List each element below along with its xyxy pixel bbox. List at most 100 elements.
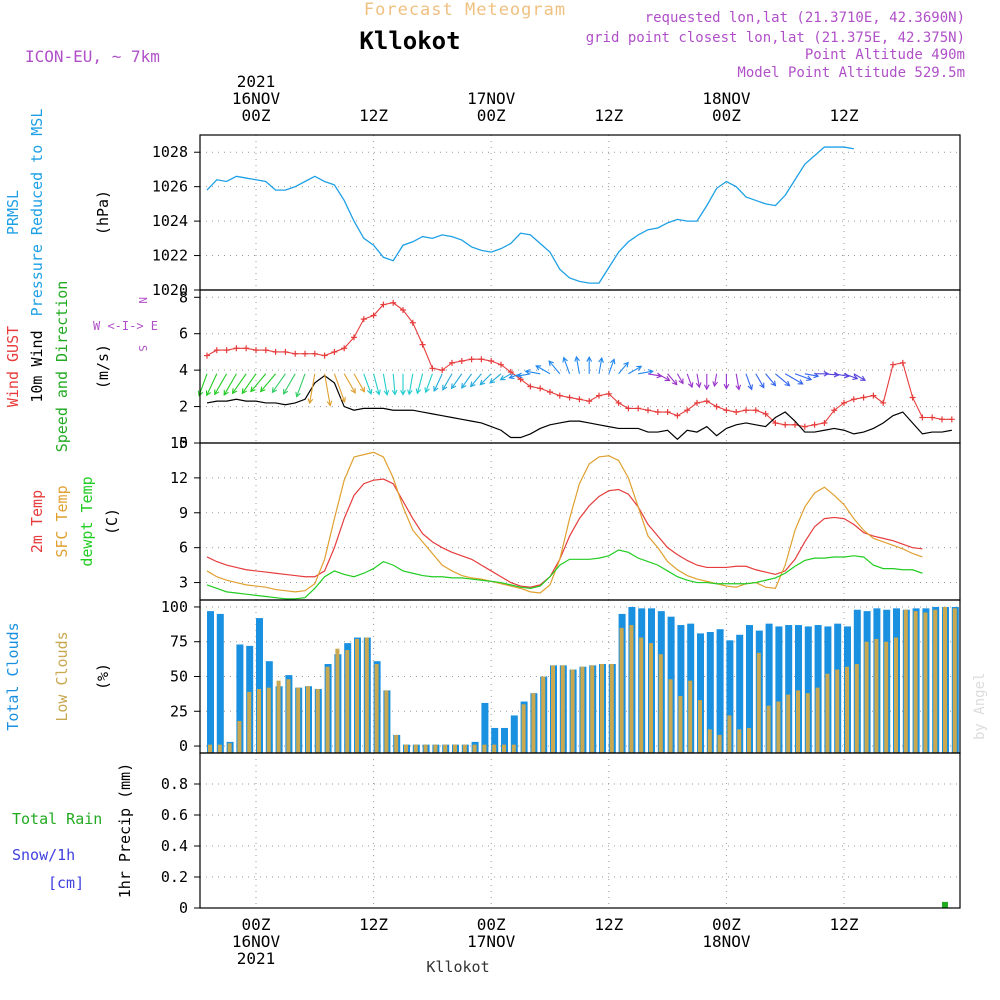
wind-arrow (563, 357, 571, 374)
bar-low-clouds (943, 606, 947, 753)
gust-marker (772, 419, 779, 426)
bar-low-clouds (933, 609, 938, 753)
wind-arrow (628, 365, 642, 375)
y-tick-label: 15 (170, 434, 188, 452)
bar-low-clouds (374, 663, 379, 753)
gust-marker (821, 419, 828, 426)
gust-marker (468, 356, 475, 363)
bar-low-clouds (482, 744, 487, 753)
bar-low-clouds (257, 689, 261, 753)
point-altitude: Point Altitude 490m (805, 47, 965, 63)
bar-total-clouds (481, 702, 489, 753)
gust-marker (674, 412, 681, 419)
model-altitude: Model Point Altitude 529.5m (737, 65, 965, 81)
axis-label: 2m Temp (28, 490, 46, 553)
wind-arrow (517, 373, 531, 377)
gust-marker (233, 345, 240, 352)
wind-arrow-head (784, 380, 791, 387)
wind-arrow-head (747, 384, 753, 391)
axis-label: 1hr Precip (mm) (116, 763, 134, 898)
bar-low-clouds (805, 693, 810, 753)
gust-marker (204, 352, 210, 359)
bar-low-clouds (737, 729, 742, 753)
wind-arrow (618, 362, 629, 375)
wind-arrow-head (433, 385, 439, 393)
panel-clouds: 0 25 50 75 100 Total Clouds Low Clouds (%) (4, 598, 961, 755)
gust-marker (831, 407, 838, 414)
time-label-bottom: 12Z (594, 915, 623, 934)
bar-low-clouds (825, 673, 830, 753)
bar-low-clouds (903, 609, 908, 753)
gust-marker (654, 409, 661, 416)
wind-arrow-head (231, 388, 238, 395)
y-tick-label: 0.4 (161, 837, 188, 855)
wind-arrow-head (574, 355, 580, 362)
panels: 1020 1022 1024 1026 1028 PRMSL Pressure Reduce… (4, 109, 961, 917)
bar-low-clouds (747, 727, 751, 753)
bar-low-clouds (423, 744, 428, 753)
gust-marker (488, 358, 495, 365)
gust-marker (311, 350, 318, 357)
panel-temperature: 3 6 9 12 15 2m Temp SFC Temp dewpt Temp (C) (28, 434, 961, 601)
gust-marker (537, 385, 544, 392)
gust-marker (801, 423, 808, 430)
bar-low-clouds (678, 695, 683, 753)
wind-arrow-head (271, 387, 278, 394)
series-prmsl (206, 146, 854, 284)
header: Forecast Meteogram Kllokot ICON-EU, ~ 7k… (25, 0, 988, 976)
bar-low-clouds (727, 715, 732, 753)
bar-low-clouds (580, 666, 585, 753)
y-tick-label: 0 (179, 434, 188, 452)
title: Forecast Meteogram (364, 0, 566, 20)
wind-arrow (489, 373, 502, 384)
wind-arrow-head (687, 382, 694, 389)
y-tick-label: 2 (179, 398, 188, 416)
compass-we: W <-I-> E (93, 319, 158, 333)
wind-arrow-head (548, 360, 554, 367)
gust-marker (850, 396, 857, 403)
wind-arrow (223, 373, 237, 396)
bar-low-clouds (433, 744, 438, 753)
bar-low-clouds (668, 679, 673, 753)
wind-arrow-head (759, 382, 765, 389)
gust-marker (948, 416, 955, 423)
panel-wind: 0 2 4 6 8 N W <-I-> E S Wind GUST 10m Wind Speed a… (4, 281, 961, 452)
gust-marker (664, 409, 671, 416)
time-label-top: 00Z (477, 106, 506, 125)
bar-low-clouds (217, 744, 222, 753)
axis-label: dewpt Temp (78, 476, 96, 566)
time-label-top: 00Z (712, 106, 741, 125)
bar-low-clouds (521, 704, 526, 753)
wind-arrow (765, 373, 776, 386)
gust-marker (419, 341, 426, 348)
bar-low-clouds (629, 625, 634, 753)
gust-marker (939, 416, 945, 423)
wind-arrow-head (678, 378, 684, 385)
time-label-top: 18NOV (702, 89, 751, 108)
wind-arrow-head (770, 380, 777, 387)
compass: N W <-I-> E S (93, 297, 158, 352)
wind-arrow-head (367, 388, 373, 395)
wind-arrow-head (295, 391, 301, 398)
bar-low-clouds (286, 679, 291, 753)
wind-arrow (676, 373, 684, 384)
gust-marker (752, 407, 759, 414)
panel-precip: 0 0.2 0.4 0.6 0.8 Total Rain Snow/1h [cm] 1hr Pr… (12, 752, 961, 917)
wind-arrow (241, 373, 257, 394)
bar-low-clouds (443, 744, 448, 753)
wind-arrow (283, 373, 296, 395)
panel-frame (199, 289, 961, 444)
gust-marker (605, 390, 612, 397)
bar-low-clouds (511, 744, 516, 753)
bar-total-clouds (765, 623, 773, 753)
wind-arrow (416, 373, 424, 394)
gust-marker (713, 403, 720, 410)
bar-total-clouds (256, 618, 263, 753)
wind-arrow (500, 373, 512, 381)
gust-marker (899, 359, 906, 366)
bar-low-clouds (394, 734, 399, 753)
y-tick-label: 100 (161, 598, 188, 616)
wind-arrow-head (307, 398, 314, 405)
wind-arrow-head (664, 376, 671, 382)
